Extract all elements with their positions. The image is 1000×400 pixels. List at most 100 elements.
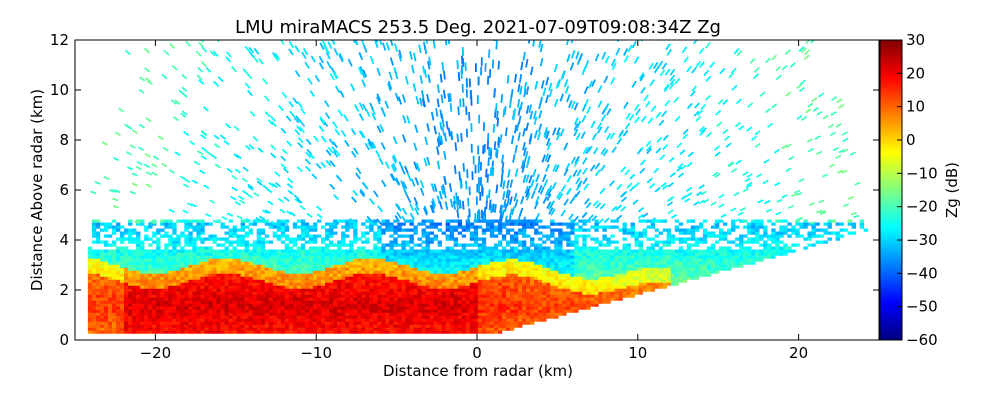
reflectivity-cell [252, 267, 258, 271]
reflectivity-cell [333, 297, 338, 301]
reflectivity-cell [200, 267, 205, 271]
reflectivity-cell [276, 261, 282, 265]
reflectivity-cell [473, 282, 479, 286]
reflectivity-cell [280, 327, 286, 331]
reflectivity-cell [409, 219, 414, 223]
reflectivity-cell [594, 261, 599, 265]
reflectivity-cell [208, 291, 213, 295]
reflectivity-cell [264, 258, 270, 262]
reflectivity-cell [365, 291, 370, 295]
reflectivity-cell [574, 267, 579, 271]
reflectivity-cell [116, 327, 121, 331]
reflectivity-cell [646, 249, 651, 253]
reflectivity-cell [429, 309, 434, 313]
reflectivity-cell [835, 222, 840, 226]
reflectivity-cell [686, 252, 692, 256]
reflectivity-cell [550, 222, 555, 226]
reflectivity-cell [759, 255, 764, 259]
reflectivity-cell [393, 243, 398, 247]
reflectivity-cell [662, 267, 668, 271]
reflectivity-cell [453, 258, 459, 262]
reflectivity-cell [735, 258, 740, 262]
reflectivity-cell [304, 261, 310, 265]
reflectivity-cell [91, 309, 97, 313]
reflectivity-cell [345, 300, 350, 304]
reflectivity-cell [650, 276, 656, 280]
reflectivity-cell [284, 321, 290, 325]
reflectivity-cell [280, 267, 286, 271]
reflectivity-cell [132, 258, 137, 262]
reflectivity-cell [702, 267, 708, 271]
reflectivity-cell [497, 291, 503, 295]
reflectivity-cell [618, 258, 623, 262]
reflectivity-cell [518, 312, 523, 316]
reflectivity-cell [698, 237, 704, 241]
reflectivity-cell [369, 312, 374, 316]
reflectivity-cell [204, 297, 209, 301]
reflectivity-cell [441, 297, 446, 301]
reflectivity-cell [461, 300, 467, 304]
reflectivity-cell [783, 249, 788, 253]
reflectivity-cell [325, 282, 330, 286]
reflectivity-cell [256, 264, 262, 268]
reflectivity-cell [401, 294, 406, 298]
reflectivity-cell [248, 264, 254, 268]
reflectivity-cell [148, 330, 153, 334]
reflectivity-cell [148, 243, 153, 247]
reflectivity-cell [365, 321, 370, 325]
reflectivity-cell [546, 303, 551, 307]
reflectivity-cell [570, 279, 575, 283]
reflectivity-cell [99, 258, 105, 262]
reflectivity-cell [99, 240, 105, 244]
reflectivity-cell [739, 237, 744, 241]
reflectivity-cell [272, 252, 278, 256]
reflectivity-cell [489, 246, 495, 250]
reflectivity-cell [240, 222, 245, 226]
reflectivity-cell [429, 288, 434, 292]
reflectivity-cell [509, 234, 515, 238]
reflectivity-cell [401, 318, 406, 322]
reflectivity-cell [140, 249, 145, 253]
reflectivity-cell [144, 261, 149, 265]
reflectivity-cell [188, 237, 193, 241]
reflectivity-cell [152, 261, 157, 265]
reflectivity-cell [534, 315, 539, 319]
reflectivity-cell [429, 282, 434, 286]
reflectivity-cell [425, 279, 430, 283]
reflectivity-cell [256, 237, 262, 241]
reflectivity-cell [156, 243, 161, 247]
reflectivity-cell [586, 282, 591, 286]
reflectivity-cell [485, 330, 491, 334]
reflectivity-cell [272, 249, 278, 253]
reflectivity-cell [176, 264, 181, 268]
reflectivity-cell [373, 234, 378, 238]
reflectivity-cell [325, 231, 330, 235]
reflectivity-cell [417, 270, 422, 274]
reflectivity-cell [493, 264, 499, 268]
reflectivity-cell [232, 267, 237, 271]
reflectivity-cell [614, 282, 619, 286]
reflectivity-cell [481, 306, 487, 310]
reflectivity-cell [485, 261, 491, 265]
reflectivity-cell [505, 264, 511, 268]
reflectivity-cell [421, 234, 426, 238]
reflectivity-cell [353, 297, 358, 301]
reflectivity-cell [698, 240, 704, 244]
reflectivity-cell [566, 303, 571, 307]
reflectivity-cell [389, 291, 394, 295]
reflectivity-cell [220, 288, 225, 292]
reflectivity-cell [99, 249, 105, 253]
reflectivity-cell [554, 279, 559, 283]
reflectivity-cell [590, 273, 595, 277]
reflectivity-cell [522, 234, 527, 238]
reflectivity-cell [401, 255, 406, 259]
reflectivity-cell [357, 285, 362, 289]
reflectivity-cell [526, 279, 531, 283]
reflectivity-cell [116, 255, 121, 259]
reflectivity-cell [626, 267, 631, 271]
reflectivity-cell [477, 258, 483, 262]
reflectivity-cell [606, 237, 611, 241]
reflectivity-cell [429, 252, 434, 256]
reflectivity-cell [594, 258, 599, 262]
reflectivity-cell [337, 315, 342, 319]
